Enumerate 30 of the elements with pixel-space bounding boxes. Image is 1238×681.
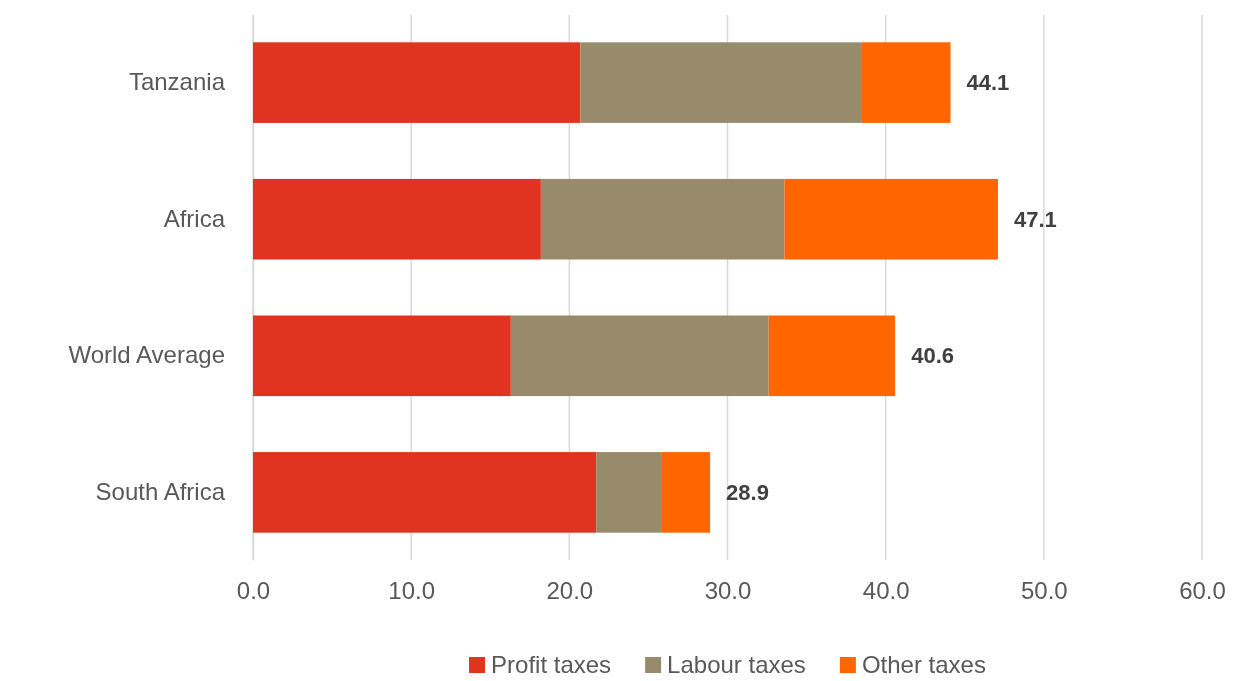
bar	[253, 315, 511, 397]
y-tick-label: South Africa	[95, 478, 226, 506]
bar	[510, 315, 769, 397]
x-tick-label: 30.0	[704, 577, 752, 605]
total-label: 28.9	[726, 480, 769, 506]
y-tick-label: Tanzania	[128, 68, 226, 96]
bar	[253, 452, 597, 533]
bar	[784, 178, 998, 260]
bar	[540, 178, 785, 260]
bar	[768, 315, 896, 397]
x-tick-label: 40.0	[862, 577, 910, 605]
bar	[253, 178, 541, 260]
bar	[596, 452, 662, 533]
total-label: 40.6	[911, 343, 954, 369]
total-label: 47.1	[1013, 206, 1057, 232]
bar	[253, 42, 581, 123]
bar	[580, 42, 862, 123]
x-tick-label: 60.0	[1179, 577, 1226, 605]
y-tick-label: World Average	[68, 341, 225, 369]
legend-label: Labour taxes	[667, 651, 806, 679]
bar	[861, 42, 951, 123]
y-tick-label: Africa	[163, 204, 226, 232]
x-tick-label: 50.0	[1020, 577, 1068, 605]
x-tick-label: 10.0	[388, 577, 436, 605]
legend-label: Profit taxes	[491, 651, 612, 679]
bar	[661, 452, 711, 533]
legend-label: Other taxes	[861, 651, 986, 679]
x-tick-label: 20.0	[546, 577, 594, 605]
total-label: 44.1	[966, 70, 1010, 96]
x-tick-label: 0.0	[236, 577, 271, 605]
